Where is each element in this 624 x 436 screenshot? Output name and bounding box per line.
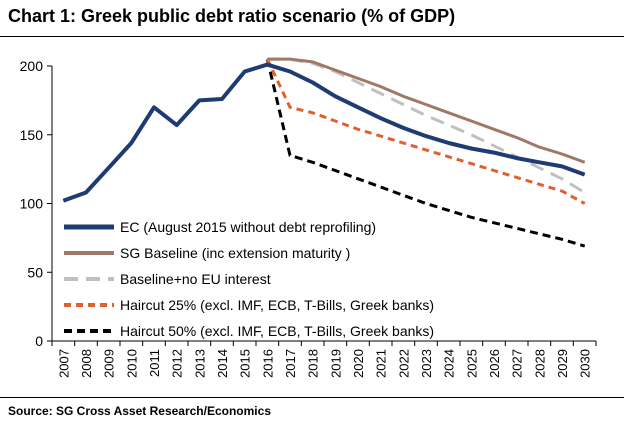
legend-label: Baseline+no EU interest <box>120 271 271 287</box>
x-tick-label: 2025 <box>464 349 479 378</box>
x-tick-label: 2029 <box>555 349 570 378</box>
x-tick-label: 2026 <box>487 349 502 378</box>
x-tick-label: 2014 <box>215 349 230 378</box>
legend-label: EC (August 2015 without debt reprofiling… <box>120 219 376 235</box>
series-line <box>265 58 586 205</box>
source-note: Source: SG Cross Asset Research/Economic… <box>8 404 271 418</box>
x-tick-label: 2022 <box>396 349 411 378</box>
chart-legend: EC (August 2015 without debt reprofiling… <box>64 219 434 339</box>
x-tick-label: 2009 <box>102 349 117 378</box>
x-tick-label: 2030 <box>578 349 593 378</box>
legend-label: Haircut 50% (excl. IMF, ECB, T-Bills, Gr… <box>120 323 434 339</box>
x-tick-label: 2012 <box>170 349 185 378</box>
x-tick-label: 2018 <box>306 349 321 378</box>
x-tick-label: 2024 <box>442 349 457 378</box>
x-tick-label: 2027 <box>510 349 525 378</box>
series-line <box>267 57 586 194</box>
chart-axes: 0 50 100 150 200 2007 2008 2009 2010 2011 2012 2013… <box>20 58 597 378</box>
chart-title: Chart 1: Greek public debt ratio scenari… <box>8 6 456 26</box>
series-line <box>62 62 586 203</box>
x-tick-label: 2019 <box>328 349 343 378</box>
x-tick-label: 2020 <box>351 349 366 378</box>
y-tick-label: 50 <box>27 264 43 280</box>
x-tick-label: 2028 <box>532 349 547 378</box>
x-tick-label: 2007 <box>56 349 71 378</box>
x-tick-label: 2013 <box>192 349 207 378</box>
line-chart: 0 50 100 150 200 2007 2008 2009 2010 2011 2012 2013… <box>20 57 597 378</box>
series-line <box>267 57 586 164</box>
source-rule <box>0 397 624 398</box>
y-tick-label: 100 <box>20 196 44 212</box>
title-rule <box>0 36 624 37</box>
x-tick-label: 2008 <box>79 349 94 378</box>
x-tick-label: 2016 <box>260 349 275 378</box>
x-tick-label: 2017 <box>283 349 298 378</box>
x-tick-label: 2010 <box>124 349 139 378</box>
x-tick-label: 2015 <box>238 349 253 378</box>
y-tick-label: 200 <box>20 58 44 74</box>
x-tick-label: 2011 <box>147 349 162 377</box>
y-tick-label: 150 <box>20 127 44 143</box>
y-tick-label: 0 <box>35 333 43 349</box>
x-tick-label: 2021 <box>374 349 389 378</box>
legend-label: Haircut 25% (excl. IMF, ECB, T-Bills, Gr… <box>120 297 434 313</box>
chart-series <box>62 57 586 248</box>
x-tick-label: 2023 <box>419 349 434 378</box>
series-line <box>265 58 586 248</box>
legend-label: SG Baseline (inc extension maturity ) <box>120 245 350 261</box>
